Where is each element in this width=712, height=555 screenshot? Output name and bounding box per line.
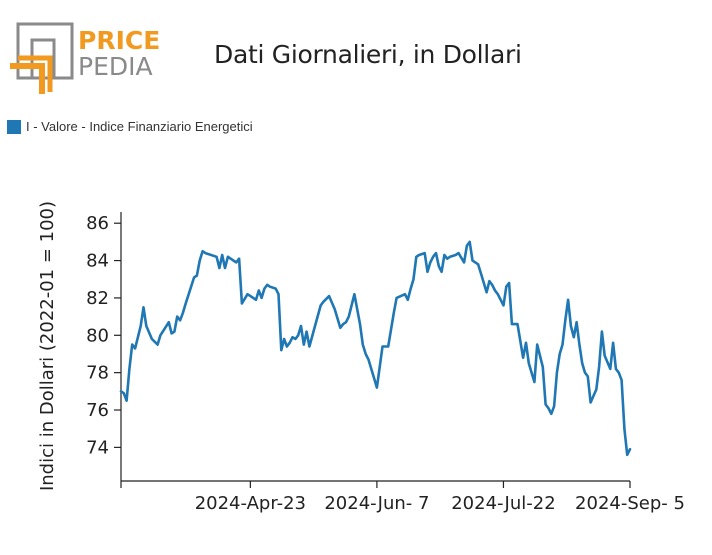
chart-title: Dati Giornalieri, in Dollari bbox=[214, 40, 522, 69]
y-axis: 74 76 78 80 82 84 86 bbox=[86, 212, 122, 481]
x-tick-label: 2024-Jun- 7 bbox=[324, 493, 429, 514]
legend-swatch bbox=[7, 119, 21, 134]
y-tick-label: 80 bbox=[86, 325, 109, 346]
y-tick-label: 82 bbox=[86, 288, 109, 309]
logo-text-pedia: PEDIA bbox=[78, 52, 153, 81]
series-line bbox=[119, 240, 632, 457]
x-axis: 2024-Apr-23 2024-Jun- 7 2024-Jul-22 2024-Se… bbox=[120, 480, 685, 514]
logo-mark bbox=[10, 22, 74, 94]
pricepedia-logo: PRICE PEDIA bbox=[10, 22, 160, 94]
logo-text-price: PRICE bbox=[78, 26, 160, 55]
x-tick-label: 2024-Jul-22 bbox=[451, 493, 555, 514]
y-tick-label: 78 bbox=[86, 363, 109, 384]
x-tick-label: 2024-Sep- 5 bbox=[575, 493, 685, 514]
y-axis-title: Indici in Dollari (2022-01 = 100) bbox=[37, 201, 58, 491]
legend[interactable]: I - Valore - Indice Finanziario Energeti… bbox=[7, 119, 253, 134]
x-tick-label: 2024-Apr-23 bbox=[195, 493, 306, 514]
y-tick-label: 74 bbox=[86, 437, 109, 458]
y-tick-label: 84 bbox=[86, 251, 109, 272]
series-layer bbox=[119, 240, 632, 457]
legend-label: I - Valore - Indice Finanziario Energeti… bbox=[26, 119, 253, 134]
y-tick-label: 76 bbox=[86, 400, 109, 421]
y-tick-label: 86 bbox=[86, 213, 109, 234]
